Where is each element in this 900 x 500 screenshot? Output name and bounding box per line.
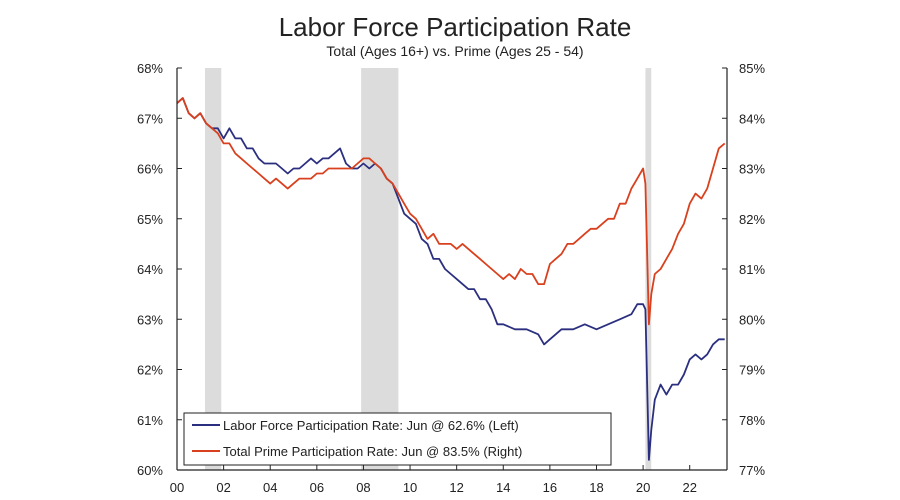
x-tick-label: 18 bbox=[589, 480, 603, 495]
chart-subtitle: Total (Ages 16+) vs. Prime (Ages 25 - 54… bbox=[326, 43, 583, 59]
x-tick-label: 22 bbox=[682, 480, 696, 495]
left-tick-label: 62% bbox=[137, 363, 163, 378]
legend-label-left-series: Labor Force Participation Rate: Jun @ 62… bbox=[223, 418, 519, 433]
x-tick-label: 20 bbox=[636, 480, 650, 495]
right-tick-label: 79% bbox=[739, 363, 765, 378]
right-tick-label: 78% bbox=[739, 413, 765, 428]
x-tick-label: 00 bbox=[170, 480, 184, 495]
x-tick-label: 14 bbox=[496, 480, 510, 495]
x-tick-label: 16 bbox=[543, 480, 557, 495]
right-tick-label: 80% bbox=[739, 312, 765, 327]
recession-shading bbox=[204, 68, 652, 470]
left-tick-label: 63% bbox=[137, 312, 163, 327]
left-tick-label: 66% bbox=[137, 162, 163, 177]
x-tick-label: 08 bbox=[356, 480, 370, 495]
series-lines bbox=[176, 97, 726, 461]
recession-band bbox=[204, 68, 222, 470]
right-tick-label: 84% bbox=[739, 111, 765, 126]
x-tick-label: 02 bbox=[216, 480, 230, 495]
axes: 60% 61% 62% 63% 64% 65% 66% 67% 68% 77% 78% 79% 80% 8… bbox=[137, 61, 765, 495]
left-tick-label: 64% bbox=[137, 262, 163, 277]
left-tick-label: 60% bbox=[137, 463, 163, 478]
legend-label-right-series: Total Prime Participation Rate: Jun @ 83… bbox=[223, 444, 522, 459]
left-tick-label: 68% bbox=[137, 61, 163, 76]
legend: Labor Force Participation Rate: Jun @ 62… bbox=[183, 412, 612, 466]
right-tick-label: 82% bbox=[739, 212, 765, 227]
series-line-left bbox=[176, 97, 725, 461]
right-tick-label: 85% bbox=[739, 61, 765, 76]
left-tick-label: 61% bbox=[137, 413, 163, 428]
series-line-right bbox=[176, 97, 726, 326]
left-tick-label: 65% bbox=[137, 212, 163, 227]
x-tick-label: 12 bbox=[449, 480, 463, 495]
x-tick-label: 04 bbox=[263, 480, 277, 495]
chart-title: Labor Force Participation Rate bbox=[279, 12, 632, 42]
x-tick-label: 10 bbox=[403, 480, 417, 495]
recession-band bbox=[361, 68, 399, 470]
x-tick-label: 06 bbox=[310, 480, 324, 495]
right-tick-label: 77% bbox=[739, 463, 765, 478]
left-tick-label: 67% bbox=[137, 111, 163, 126]
right-tick-label: 83% bbox=[739, 162, 765, 177]
right-tick-label: 81% bbox=[739, 262, 765, 277]
legend-box bbox=[183, 412, 612, 466]
